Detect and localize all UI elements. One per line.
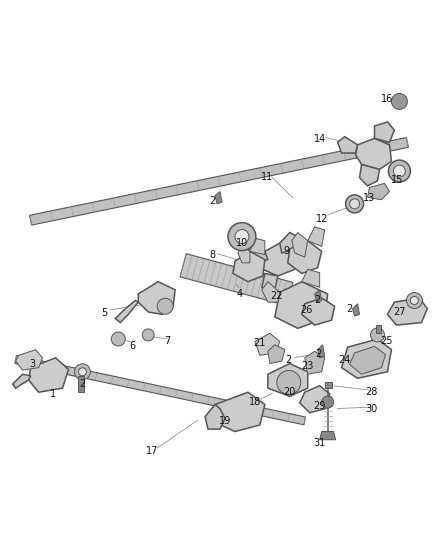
Polygon shape	[138, 281, 175, 314]
Text: 2: 2	[209, 196, 215, 206]
Polygon shape	[320, 432, 336, 440]
Text: 2: 2	[286, 356, 292, 365]
Circle shape	[277, 370, 301, 394]
Polygon shape	[353, 304, 360, 316]
Polygon shape	[375, 325, 381, 333]
Text: 5: 5	[101, 308, 107, 318]
Polygon shape	[268, 345, 285, 364]
Polygon shape	[275, 281, 328, 328]
Polygon shape	[280, 232, 298, 253]
Polygon shape	[215, 191, 222, 204]
Polygon shape	[302, 269, 320, 287]
Text: 11: 11	[261, 172, 273, 182]
Circle shape	[392, 93, 407, 109]
Text: 25: 25	[380, 336, 393, 345]
Text: 3: 3	[29, 359, 35, 369]
Text: 15: 15	[391, 175, 404, 185]
Text: 28: 28	[365, 387, 378, 397]
Polygon shape	[115, 301, 138, 322]
Text: 7: 7	[164, 336, 170, 346]
Circle shape	[111, 332, 125, 346]
Text: 2: 2	[79, 379, 85, 389]
Text: 10: 10	[236, 238, 248, 248]
Circle shape	[350, 199, 360, 209]
Polygon shape	[262, 281, 280, 302]
Text: 2: 2	[314, 295, 321, 305]
Text: 20: 20	[283, 387, 296, 397]
Circle shape	[142, 329, 154, 341]
Circle shape	[235, 230, 249, 244]
Polygon shape	[325, 382, 332, 388]
Text: 2: 2	[315, 349, 322, 359]
Text: 30: 30	[365, 403, 378, 414]
Text: 2: 2	[346, 304, 353, 314]
Text: 19: 19	[219, 416, 231, 426]
Polygon shape	[360, 165, 379, 186]
Circle shape	[389, 160, 410, 182]
Text: 29: 29	[314, 401, 326, 411]
Polygon shape	[288, 241, 321, 273]
Polygon shape	[233, 252, 265, 281]
Text: 13: 13	[364, 193, 376, 203]
Polygon shape	[268, 364, 308, 397]
Polygon shape	[255, 333, 280, 356]
Polygon shape	[16, 350, 42, 370]
Circle shape	[371, 328, 385, 342]
Circle shape	[346, 195, 364, 213]
Text: 6: 6	[129, 341, 135, 351]
Polygon shape	[308, 227, 325, 246]
Polygon shape	[350, 346, 385, 374]
Polygon shape	[30, 138, 408, 225]
Polygon shape	[78, 376, 85, 392]
Polygon shape	[15, 356, 306, 425]
Polygon shape	[305, 351, 325, 374]
Polygon shape	[248, 243, 268, 263]
Polygon shape	[28, 358, 68, 392]
Text: 27: 27	[393, 307, 406, 317]
Polygon shape	[342, 339, 392, 378]
Polygon shape	[300, 386, 330, 413]
Text: 8: 8	[209, 251, 215, 261]
Text: 23: 23	[301, 361, 314, 371]
Polygon shape	[314, 290, 321, 302]
Polygon shape	[180, 254, 293, 305]
Polygon shape	[205, 405, 225, 429]
Polygon shape	[318, 345, 325, 358]
Circle shape	[78, 368, 86, 376]
Polygon shape	[338, 136, 357, 153]
Polygon shape	[238, 245, 250, 263]
Polygon shape	[212, 392, 265, 432]
Polygon shape	[292, 232, 308, 257]
Text: 31: 31	[314, 438, 326, 448]
Circle shape	[228, 223, 256, 251]
Text: 17: 17	[146, 446, 159, 456]
Text: 24: 24	[339, 356, 351, 365]
Polygon shape	[388, 298, 427, 325]
Text: 12: 12	[315, 214, 328, 223]
Circle shape	[410, 296, 418, 304]
Text: 4: 4	[237, 289, 243, 299]
Polygon shape	[374, 122, 395, 142]
Polygon shape	[356, 138, 392, 169]
Circle shape	[321, 396, 334, 408]
Polygon shape	[13, 374, 31, 388]
Text: 14: 14	[314, 134, 326, 144]
Text: 9: 9	[284, 246, 290, 256]
Text: 21: 21	[254, 338, 266, 348]
Text: 18: 18	[249, 397, 261, 407]
Polygon shape	[263, 243, 298, 276]
Polygon shape	[367, 183, 389, 200]
Circle shape	[74, 364, 90, 379]
Text: 1: 1	[49, 389, 56, 399]
Circle shape	[393, 165, 406, 177]
Circle shape	[406, 293, 422, 309]
Text: 16: 16	[381, 94, 394, 104]
Polygon shape	[250, 238, 265, 255]
Circle shape	[157, 298, 173, 314]
Polygon shape	[302, 298, 335, 325]
Text: 26: 26	[300, 305, 313, 316]
Text: 22: 22	[271, 290, 283, 301]
Polygon shape	[262, 273, 278, 294]
